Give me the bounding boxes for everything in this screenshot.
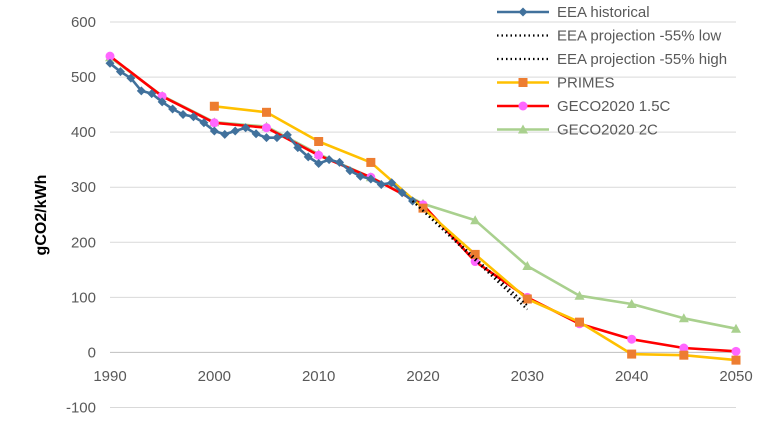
data-point [209, 126, 219, 136]
y-tick-label: 200 [71, 234, 96, 251]
data-point [251, 129, 261, 139]
data-point [105, 58, 115, 68]
data-point [522, 294, 532, 304]
data-point [387, 178, 397, 188]
data-point [731, 346, 741, 356]
data-point [376, 179, 386, 189]
data-point [126, 73, 136, 83]
data-point [262, 133, 271, 143]
data-point [678, 313, 689, 323]
data-point [397, 188, 407, 198]
legend: EEA historical EEA projection -55% low EEA… [497, 4, 727, 139]
legend-marker [518, 78, 528, 87]
x-tick-label: 2000 [198, 368, 231, 385]
data-point [178, 110, 188, 120]
data-point [303, 152, 313, 162]
data-point [366, 174, 376, 184]
data-point [470, 249, 480, 259]
data-point [147, 89, 157, 99]
data-point [314, 159, 324, 169]
data-point [366, 157, 376, 167]
data-point [220, 129, 230, 139]
data-point [679, 350, 689, 360]
legend-label: EEA projection -55% low [557, 28, 721, 45]
y-tick-label: 100 [71, 289, 96, 306]
data-point [335, 157, 345, 167]
y-tick-label: 300 [71, 179, 96, 196]
data-point [282, 130, 292, 140]
series-eea-projection-55-high [411, 200, 529, 307]
series-eea-projection-55-low [411, 200, 529, 311]
data-point [470, 215, 481, 225]
data-point [324, 155, 334, 165]
legend-marker [518, 7, 528, 17]
x-tick-label: 2010 [302, 368, 335, 385]
legend-label: PRIMES [557, 75, 615, 92]
data-point [731, 355, 741, 365]
legend-label: EEA projection -55% high [557, 51, 727, 68]
legend-label: EEA historical [557, 4, 650, 21]
legend-label: GECO2020 2C [557, 122, 658, 139]
y-tick-label: 500 [71, 69, 96, 86]
data-point [575, 317, 584, 327]
data-point [522, 260, 533, 270]
data-point [731, 323, 741, 333]
y-tick-label: 0 [88, 344, 96, 361]
data-point [272, 133, 282, 143]
data-point [168, 104, 178, 114]
legend-marker [518, 124, 528, 134]
y-tick-label: 400 [71, 124, 96, 141]
series-line [214, 105, 737, 362]
data-point [188, 112, 198, 122]
data-point [105, 51, 115, 61]
series-layer [105, 51, 741, 365]
series-geco2020-2c [105, 52, 741, 333]
series-eea-historical [105, 58, 418, 206]
data-point [314, 150, 324, 160]
data-point [115, 67, 125, 77]
x-tick-label: 2040 [615, 368, 648, 385]
series-line [411, 200, 529, 307]
data-point [345, 166, 355, 176]
x-tick-label: 2030 [511, 368, 544, 385]
data-point [314, 137, 324, 147]
data-point [209, 101, 219, 111]
data-point [627, 334, 637, 344]
data-point [679, 343, 689, 353]
legend-marker [518, 101, 528, 111]
data-point [230, 126, 240, 136]
legend-label: GECO2020 1.5C [557, 98, 671, 115]
y-tick-labels: -100 0 100 200 300 400 500 600 [66, 14, 96, 417]
x-tick-label: 2050 [719, 368, 752, 385]
data-point [626, 298, 637, 308]
data-point [418, 203, 428, 213]
data-point [293, 143, 303, 153]
data-point [262, 107, 271, 117]
x-tick-label: 1990 [93, 368, 126, 385]
data-point [627, 349, 637, 359]
y-tick-label: 600 [71, 14, 96, 31]
data-point [199, 118, 209, 128]
x-tick-labels: 1990 2000 2010 2020 2030 2040 2050 [93, 368, 752, 385]
data-point [355, 171, 365, 181]
data-point [209, 118, 219, 128]
data-point [157, 97, 167, 107]
data-point [408, 196, 418, 206]
series-line [411, 200, 529, 311]
x-tick-label: 2020 [406, 368, 439, 385]
series-primes [209, 101, 741, 365]
data-point [136, 86, 146, 96]
data-point [262, 123, 271, 133]
y-tick-label: -100 [66, 400, 96, 417]
data-point [574, 290, 585, 300]
gridlines [110, 21, 736, 408]
y-axis-label: gCO2/kWh [33, 175, 50, 256]
data-point [241, 123, 251, 133]
